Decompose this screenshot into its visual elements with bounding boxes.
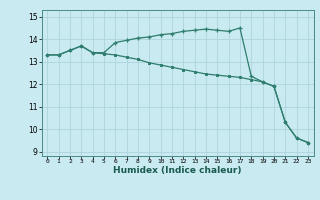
- X-axis label: Humidex (Indice chaleur): Humidex (Indice chaleur): [113, 166, 242, 175]
